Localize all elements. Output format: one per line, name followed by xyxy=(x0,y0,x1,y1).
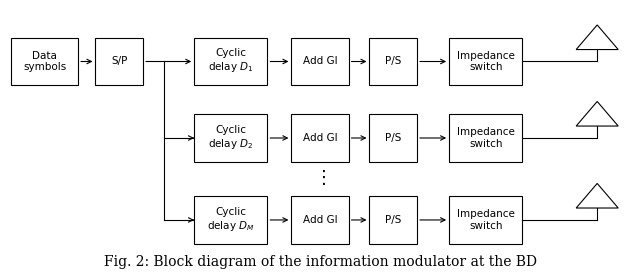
Text: P/S: P/S xyxy=(385,215,401,225)
Bar xyxy=(449,196,522,244)
Text: S/P: S/P xyxy=(111,57,127,67)
Bar xyxy=(291,114,349,162)
Text: Add GI: Add GI xyxy=(303,133,337,143)
Text: $\vdots$: $\vdots$ xyxy=(314,168,326,187)
Bar xyxy=(291,196,349,244)
Bar xyxy=(194,38,268,85)
Text: Add GI: Add GI xyxy=(303,57,337,67)
Text: Cyclic
delay $D_1$: Cyclic delay $D_1$ xyxy=(208,49,253,75)
Text: P/S: P/S xyxy=(385,57,401,67)
Text: Cyclic
delay $D_2$: Cyclic delay $D_2$ xyxy=(208,125,253,151)
Bar xyxy=(449,114,522,162)
Bar xyxy=(194,114,268,162)
Text: Add GI: Add GI xyxy=(303,215,337,225)
Bar xyxy=(194,196,268,244)
Text: Fig. 2: Block diagram of the information modulator at the BD: Fig. 2: Block diagram of the information… xyxy=(104,255,536,269)
Bar xyxy=(449,38,522,85)
Text: Data
symbols: Data symbols xyxy=(23,51,67,72)
Bar xyxy=(369,38,417,85)
Text: Impedance
switch: Impedance switch xyxy=(457,127,515,149)
Text: Impedance
switch: Impedance switch xyxy=(457,209,515,231)
Text: Impedance
switch: Impedance switch xyxy=(457,51,515,72)
Bar xyxy=(12,38,78,85)
Text: P/S: P/S xyxy=(385,133,401,143)
Bar xyxy=(369,196,417,244)
Bar xyxy=(369,114,417,162)
Bar xyxy=(291,38,349,85)
Bar xyxy=(95,38,143,85)
Text: Cyclic
delay $D_M$: Cyclic delay $D_M$ xyxy=(207,207,255,233)
